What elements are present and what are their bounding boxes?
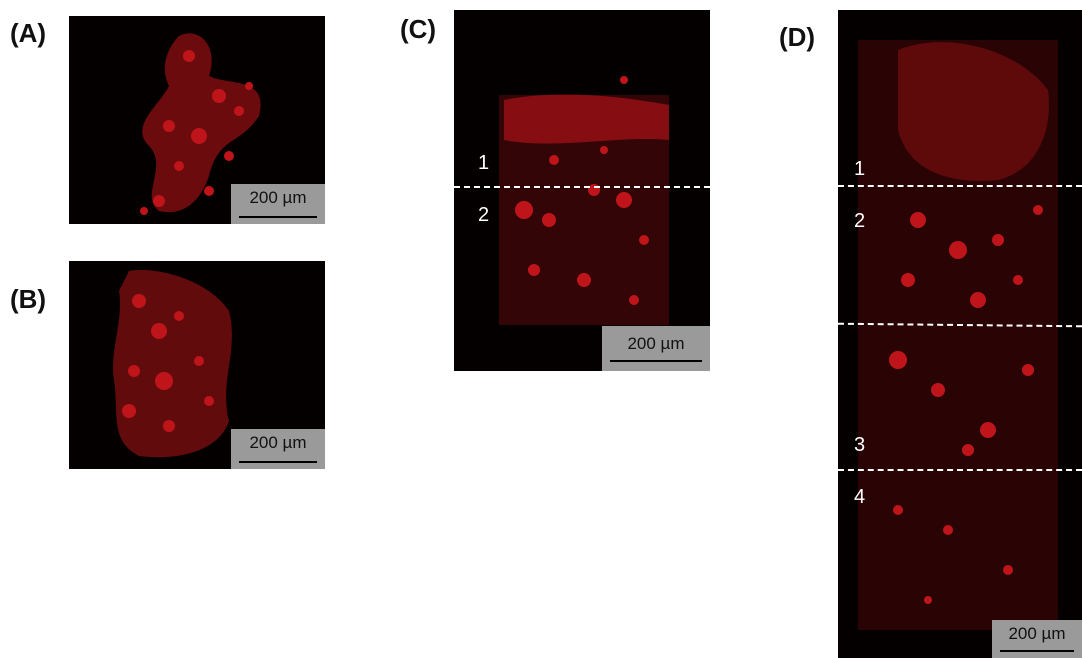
panel-d-region-4: 4 — [854, 486, 866, 508]
panel-c-region-1: 1 — [478, 152, 490, 174]
panel-d-scalebar: 200 µm — [992, 620, 1082, 658]
panel-c-region-2: 2 — [478, 204, 490, 226]
panel-c-scalebar: 200 µm — [602, 326, 710, 371]
panel-c-label: (C) — [400, 14, 437, 44]
panel-a-scalebar: 200 µm — [231, 184, 325, 224]
panel-c-scale-label: 200 µm — [627, 334, 685, 353]
panel-c-scale-line — [610, 360, 702, 362]
panel-a-micrograph — [140, 33, 261, 215]
panel-a-scale-label: 200 µm — [249, 188, 307, 207]
panel-d-scale-line — [1000, 650, 1074, 652]
panel-d-divider-3 — [838, 469, 1082, 471]
panel-a-label: (A) — [10, 18, 47, 48]
panel-b-scale-label: 200 µm — [249, 433, 307, 452]
panel-d-region-1: 1 — [854, 158, 866, 180]
panel-b-label: (B) — [10, 284, 47, 314]
panel-d-region-3: 3 — [854, 434, 866, 456]
panel-b-scale-line — [239, 461, 317, 463]
panel-a-image: 200 µm — [69, 16, 325, 224]
panel-c-micrograph — [499, 76, 669, 325]
panel-d-micrograph — [858, 40, 1058, 630]
panel-a-scale-line — [239, 216, 317, 218]
panel-c-image: 1 2 200 µm — [454, 10, 710, 371]
panel-d-image: 1 2 3 4 200 µm — [838, 10, 1082, 658]
panel-b-micrograph — [112, 270, 232, 458]
panel-d-divider-1 — [838, 185, 1082, 187]
panel-b-scalebar: 200 µm — [231, 429, 325, 469]
panel-d-scale-label: 200 µm — [1008, 624, 1066, 643]
panel-d-label: (D) — [779, 22, 816, 52]
panel-d-region-2: 2 — [854, 210, 866, 232]
panel-b-image: 200 µm — [69, 261, 325, 469]
panel-c-divider-1 — [454, 186, 710, 188]
